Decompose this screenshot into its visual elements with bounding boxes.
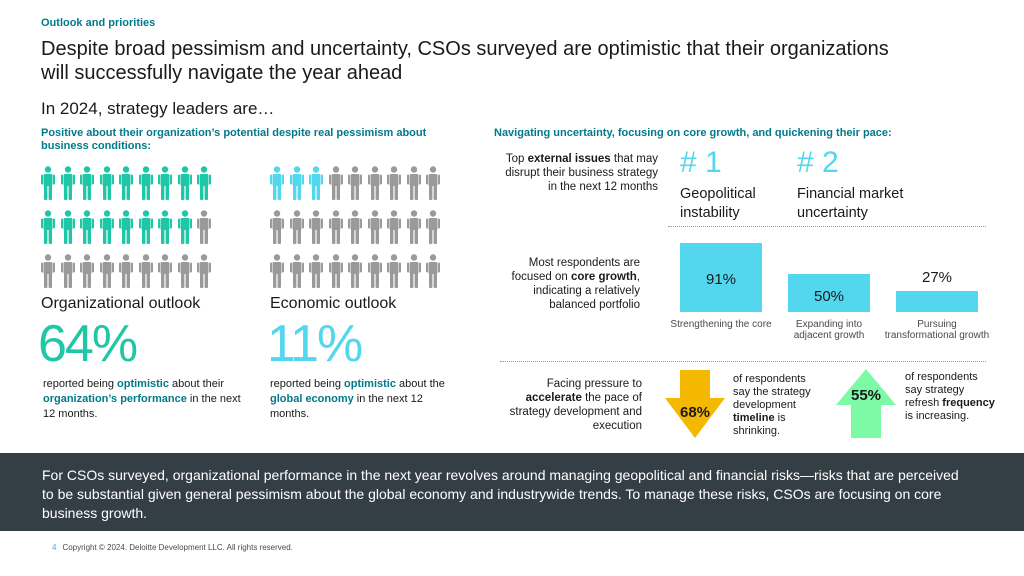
- bar: [788, 274, 870, 312]
- person-icon: [309, 254, 323, 288]
- pace-label: Facing pressure to accelerate the pace o…: [509, 378, 642, 432]
- person-icon: [177, 166, 192, 200]
- person-icon: [138, 166, 153, 200]
- bar-value-label: 50%: [813, 288, 845, 305]
- person-icon: [119, 254, 133, 288]
- bar-value-label: 27%: [921, 269, 953, 287]
- person-icon: [309, 166, 323, 200]
- person-icon: [387, 254, 401, 288]
- person-icon: [41, 254, 55, 288]
- economic-outlook-title: Economic outlook: [270, 295, 397, 312]
- person-icon: [138, 210, 153, 244]
- person-icon: [406, 210, 421, 244]
- person-icon: [158, 166, 172, 200]
- person-icon: [328, 166, 343, 200]
- divider: [500, 361, 986, 362]
- bar-category-label: Pursuing transformational growth: [884, 319, 990, 341]
- bar-category-label: Expanding into adjacent growth: [793, 319, 865, 341]
- person-icon: [119, 210, 133, 244]
- person-icon: [99, 210, 114, 244]
- divider: [668, 226, 986, 227]
- person-icon: [426, 166, 440, 200]
- person-icon: [158, 254, 172, 288]
- person-icon: [426, 210, 440, 244]
- person-icon: [197, 210, 211, 244]
- person-icon: [197, 166, 211, 200]
- timeline-text: of respondents say the strategy developm…: [733, 373, 811, 437]
- summary-banner: [0, 453, 1024, 531]
- issue-name-1: Geopolitical instability: [680, 186, 756, 221]
- copyright: Copyright © 2024. Deloitte Development L…: [62, 543, 293, 552]
- bar-value-label: 91%: [705, 270, 737, 288]
- person-icon: [60, 254, 75, 288]
- person-icon: [80, 254, 94, 288]
- person-icon: [138, 254, 153, 288]
- organizational-caption: reported being optimistic about their or…: [43, 378, 241, 420]
- issue-name-2: Financial market uncertainty: [797, 186, 904, 221]
- person-icon: [328, 254, 343, 288]
- left-subtitle: Positive about their organization’s pote…: [41, 127, 427, 152]
- person-icon: [99, 166, 114, 200]
- issue-rank-1: # 1: [680, 146, 722, 179]
- bar: [680, 242, 762, 312]
- person-icon: [348, 166, 362, 200]
- frequency-text: of respondents say strategy refresh freq…: [905, 371, 995, 422]
- person-icon: [197, 254, 211, 288]
- person-icon: [80, 166, 94, 200]
- person-icon: [426, 254, 440, 288]
- bar: [896, 291, 978, 312]
- person-icon: [41, 166, 55, 200]
- person-icon: [80, 210, 94, 244]
- core-growth-label: Most respondents are focused on core gro…: [511, 257, 640, 311]
- person-icon: [328, 210, 343, 244]
- organizational-people-grid: [41, 166, 217, 288]
- summary-text: For CSOs surveyed, organizational perfor…: [42, 467, 959, 521]
- person-icon: [387, 166, 401, 200]
- person-icon: [60, 166, 75, 200]
- footer: 4 Copyright © 2024. Deloitte Development …: [52, 543, 293, 552]
- person-icon: [60, 210, 75, 244]
- person-icon: [348, 254, 362, 288]
- person-icon: [367, 210, 382, 244]
- bar-category-label: Strengthening the core: [670, 319, 772, 330]
- person-icon: [177, 254, 192, 288]
- person-icon: [309, 210, 323, 244]
- person-icon: [406, 166, 421, 200]
- arrow-up-icon: [836, 369, 896, 438]
- arrow-down-icon: [665, 370, 725, 438]
- person-icon: [41, 210, 55, 244]
- issue-rank-2: # 2: [797, 146, 839, 179]
- person-icon: [158, 210, 172, 244]
- person-icon: [367, 254, 382, 288]
- frequency-percent: 55%: [850, 387, 882, 404]
- person-icon: [289, 210, 304, 244]
- economic-caption: reported being optimistic about the glob…: [270, 378, 445, 420]
- person-icon: [270, 210, 284, 244]
- person-icon: [99, 254, 114, 288]
- person-icon: [406, 254, 421, 288]
- organizational-percent: 64%: [38, 315, 138, 373]
- eyebrow-label: Outlook and priorities: [41, 17, 156, 29]
- person-icon: [348, 210, 362, 244]
- intro-text: In 2024, strategy leaders are…: [41, 99, 275, 118]
- growth-bar-chart: 91% Strengthening the core 50% Expanding in…: [660, 232, 989, 362]
- economic-people-grid: [270, 166, 446, 288]
- person-icon: [289, 166, 304, 200]
- right-subtitle: Navigating uncertainty, focusing on core…: [494, 127, 892, 139]
- person-icon: [177, 210, 192, 244]
- person-icon: [119, 166, 133, 200]
- external-issues-label: Top external issues that may disrupt the…: [505, 153, 658, 193]
- person-icon: [270, 254, 284, 288]
- person-icon: [289, 254, 304, 288]
- economic-percent: 11%: [267, 315, 363, 373]
- organizational-outlook-title: Organizational outlook: [41, 295, 201, 312]
- timeline-percent: 68%: [679, 404, 711, 421]
- person-icon: [270, 166, 284, 200]
- person-icon: [387, 210, 401, 244]
- page-title: Despite broad pessimism and uncertainty,…: [41, 38, 889, 84]
- person-icon: [367, 166, 382, 200]
- page-number: 4: [52, 543, 57, 552]
